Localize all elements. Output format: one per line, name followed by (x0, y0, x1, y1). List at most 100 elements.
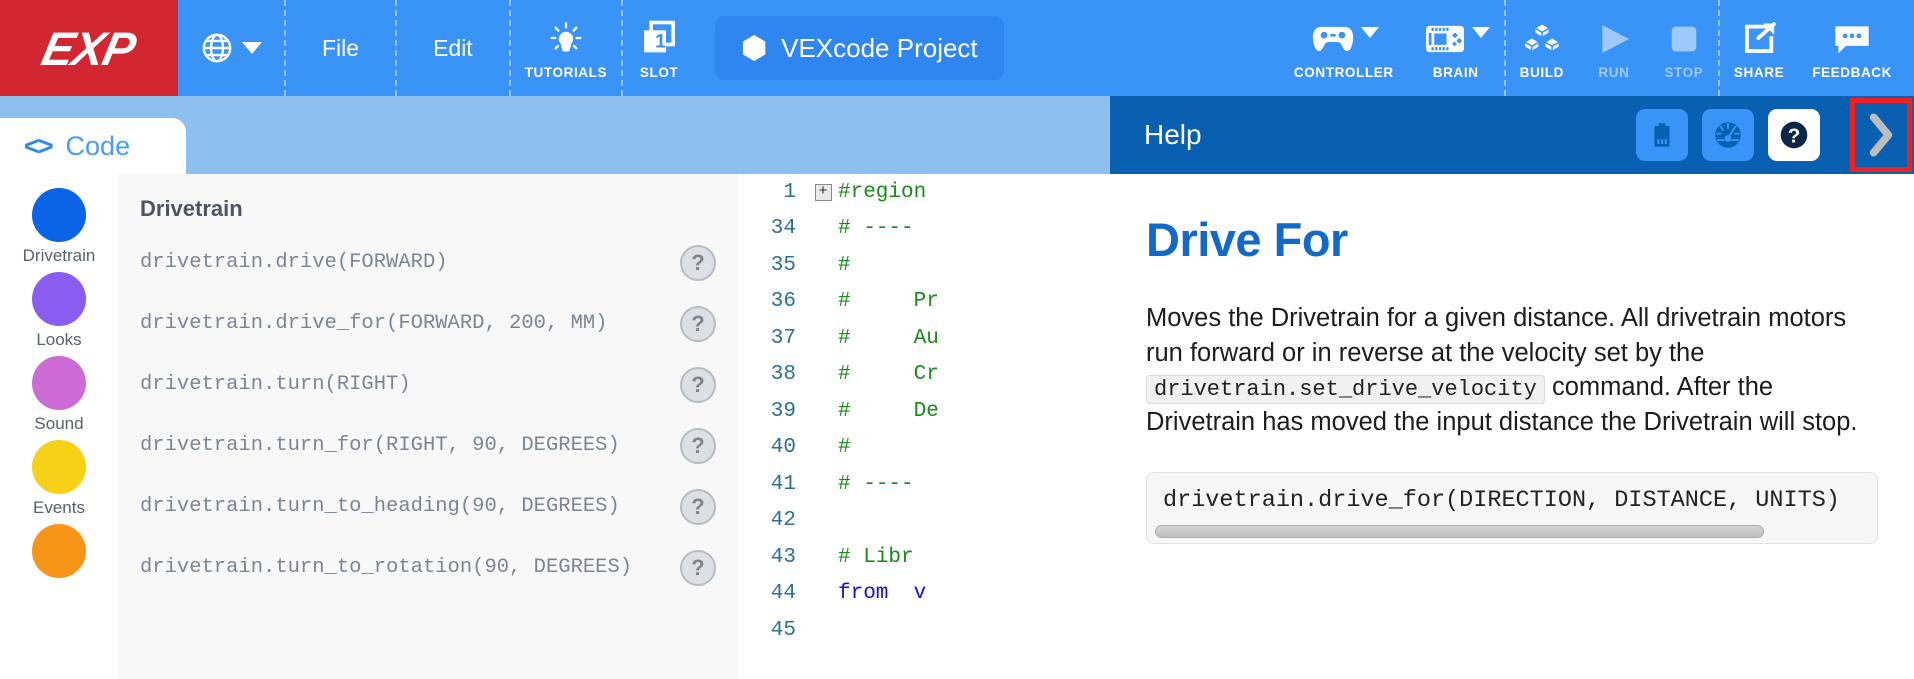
editor-line: 44 from v (738, 576, 1110, 613)
toolbar-divider (1717, 0, 1720, 96)
editor-line: 39 # De (738, 393, 1110, 430)
line-number: 45 (770, 618, 796, 642)
editor-line: 45 (738, 612, 1110, 649)
menu-edit[interactable]: Edit (397, 0, 509, 96)
brain-label: BRAIN (1432, 65, 1479, 80)
category-label: Looks (36, 330, 82, 349)
controller-label: CONTROLLER (1293, 65, 1394, 80)
fold-plus-icon: + (814, 183, 832, 201)
build-button[interactable]: BUILD (1506, 0, 1578, 96)
editor-line: 34 # ---- (738, 211, 1110, 248)
category-color-dot (32, 272, 86, 326)
category-sound[interactable]: Sound (0, 356, 118, 434)
exp-logo[interactable]: EXP (0, 0, 178, 96)
gauge-button[interactable] (1702, 109, 1754, 161)
line-text: # Libr (838, 545, 914, 569)
help-icon[interactable]: ? (680, 488, 716, 525)
category-drivetrain[interactable]: Drivetrain (0, 188, 118, 266)
project-tab[interactable]: VEXcode Project (715, 16, 1004, 80)
help-code-snippet[interactable]: drivetrain.drive_for(DIRECTION, DISTANCE… (1146, 471, 1878, 544)
list-item[interactable]: drivetrain.turn_for(RIGHT, 90, DEGREES) … (118, 415, 738, 476)
share-icon (1738, 16, 1780, 62)
help-panel-header: Help (1110, 96, 1914, 174)
category-events[interactable]: Events (0, 440, 118, 518)
help-topic-title: Drive For (1146, 213, 1348, 266)
help-icon[interactable]: ? (680, 305, 716, 342)
lightbulb-icon (546, 16, 586, 62)
editor-line: 35 # (738, 247, 1110, 284)
line-number: 38 (770, 363, 796, 387)
svg-text:1: 1 (655, 30, 666, 52)
exp-logo-text: EXP (37, 21, 141, 75)
category-rail: Drivetrain Looks Sound Events (0, 174, 118, 679)
toolbar-right-group: CONTROLLER (1280, 0, 1914, 96)
line-text: # De (838, 399, 939, 423)
command-code: drivetrain.turn_for(RIGHT, 90, DEGREES) (140, 434, 620, 457)
stop-icon (1664, 16, 1704, 62)
category-color-dot (32, 356, 86, 410)
command-palette: Drivetrain drivetrain.drive(FORWARD) ? d… (118, 174, 738, 679)
help-icon[interactable]: ? (680, 427, 716, 464)
line-number: 34 (770, 217, 796, 241)
editor-line: 43 # Libr (738, 539, 1110, 576)
list-item[interactable]: drivetrain.drive(FORWARD) ? (118, 232, 738, 293)
code-editor[interactable]: 1 + #region 34 # ---- 35 # 36 # Pr 37 # … (738, 174, 1110, 679)
stop-button[interactable]: STOP (1650, 0, 1718, 96)
line-text: # Pr (838, 290, 939, 314)
help-inline-code: drivetrain.set_drive_velocity (1146, 375, 1545, 405)
tutorials-button[interactable]: TUTORIALS (511, 0, 621, 96)
gauge-icon (1712, 119, 1744, 151)
command-code: drivetrain.turn_to_rotation(90, DEGREES) (140, 556, 633, 579)
help-icon[interactable]: ? (680, 244, 716, 281)
language-selector[interactable] (178, 31, 284, 65)
line-number: 35 (770, 253, 796, 277)
feedback-button[interactable]: FEEDBACK (1798, 0, 1914, 96)
controller-button[interactable]: CONTROLLER (1280, 0, 1408, 96)
snippet-scrollbar-thumb[interactable] (1155, 524, 1764, 538)
battery-icon (1647, 120, 1677, 150)
category-looks[interactable]: Looks (0, 272, 118, 350)
fold-toggle[interactable]: + (808, 183, 838, 201)
chevron-right-icon (1863, 110, 1899, 160)
menu-file-label: File (322, 34, 360, 61)
tab-code[interactable]: <> Code (0, 118, 186, 174)
help-paragraph-part-1: Moves the Drivetrain for a given distanc… (1146, 304, 1847, 367)
feedback-label: FEEDBACK (1812, 65, 1892, 80)
globe-icon (200, 31, 234, 65)
help-panel: Help (1110, 96, 1914, 679)
slot-label: SLOT (639, 65, 679, 80)
tutorials-label: TUTORIALS (524, 65, 608, 80)
help-icon[interactable]: ? (680, 366, 716, 403)
snippet-scrollbar[interactable] (1155, 524, 1863, 538)
toolbar-spacer (1004, 0, 1280, 96)
category-label: Drivetrain (22, 246, 96, 265)
share-button[interactable]: SHARE (1720, 0, 1798, 96)
list-item[interactable]: drivetrain.turn(RIGHT) ? (118, 354, 738, 415)
menu-file[interactable]: File (286, 0, 395, 96)
run-button[interactable]: RUN (1578, 0, 1650, 96)
category-label: Sound (34, 414, 84, 433)
category-next[interactable] (0, 524, 118, 578)
line-number: 44 (770, 582, 796, 606)
list-item[interactable]: drivetrain.turn_to_rotation(90, DEGREES)… (118, 537, 738, 598)
collapse-help-panel-button[interactable] (1850, 98, 1912, 172)
list-item[interactable]: drivetrain.drive_for(FORWARD, 200, MM) ? (118, 293, 738, 354)
help-question-button[interactable]: ? (1768, 109, 1820, 161)
battery-button[interactable] (1636, 109, 1688, 161)
hexagon-icon (742, 35, 766, 61)
tab-code-label: Code (65, 130, 131, 161)
help-snippet-text: drivetrain.drive_for(DIRECTION, DISTANCE… (1163, 486, 1840, 514)
line-text: # ---- (838, 472, 914, 496)
run-label: RUN (1598, 65, 1630, 80)
list-item[interactable]: drivetrain.turn_to_heading(90, DEGREES) … (118, 476, 738, 537)
toolbar-divider (1503, 0, 1506, 96)
line-number: 40 (770, 436, 796, 460)
brain-button[interactable]: BRAIN (1408, 0, 1504, 96)
line-number: 36 (770, 290, 796, 314)
slot-button[interactable]: 1 SLOT (623, 0, 695, 96)
build-label: BUILD (1519, 65, 1564, 80)
svg-text:?: ? (1788, 124, 1801, 147)
help-icon[interactable]: ? (680, 549, 716, 586)
line-number: 39 (770, 399, 796, 423)
